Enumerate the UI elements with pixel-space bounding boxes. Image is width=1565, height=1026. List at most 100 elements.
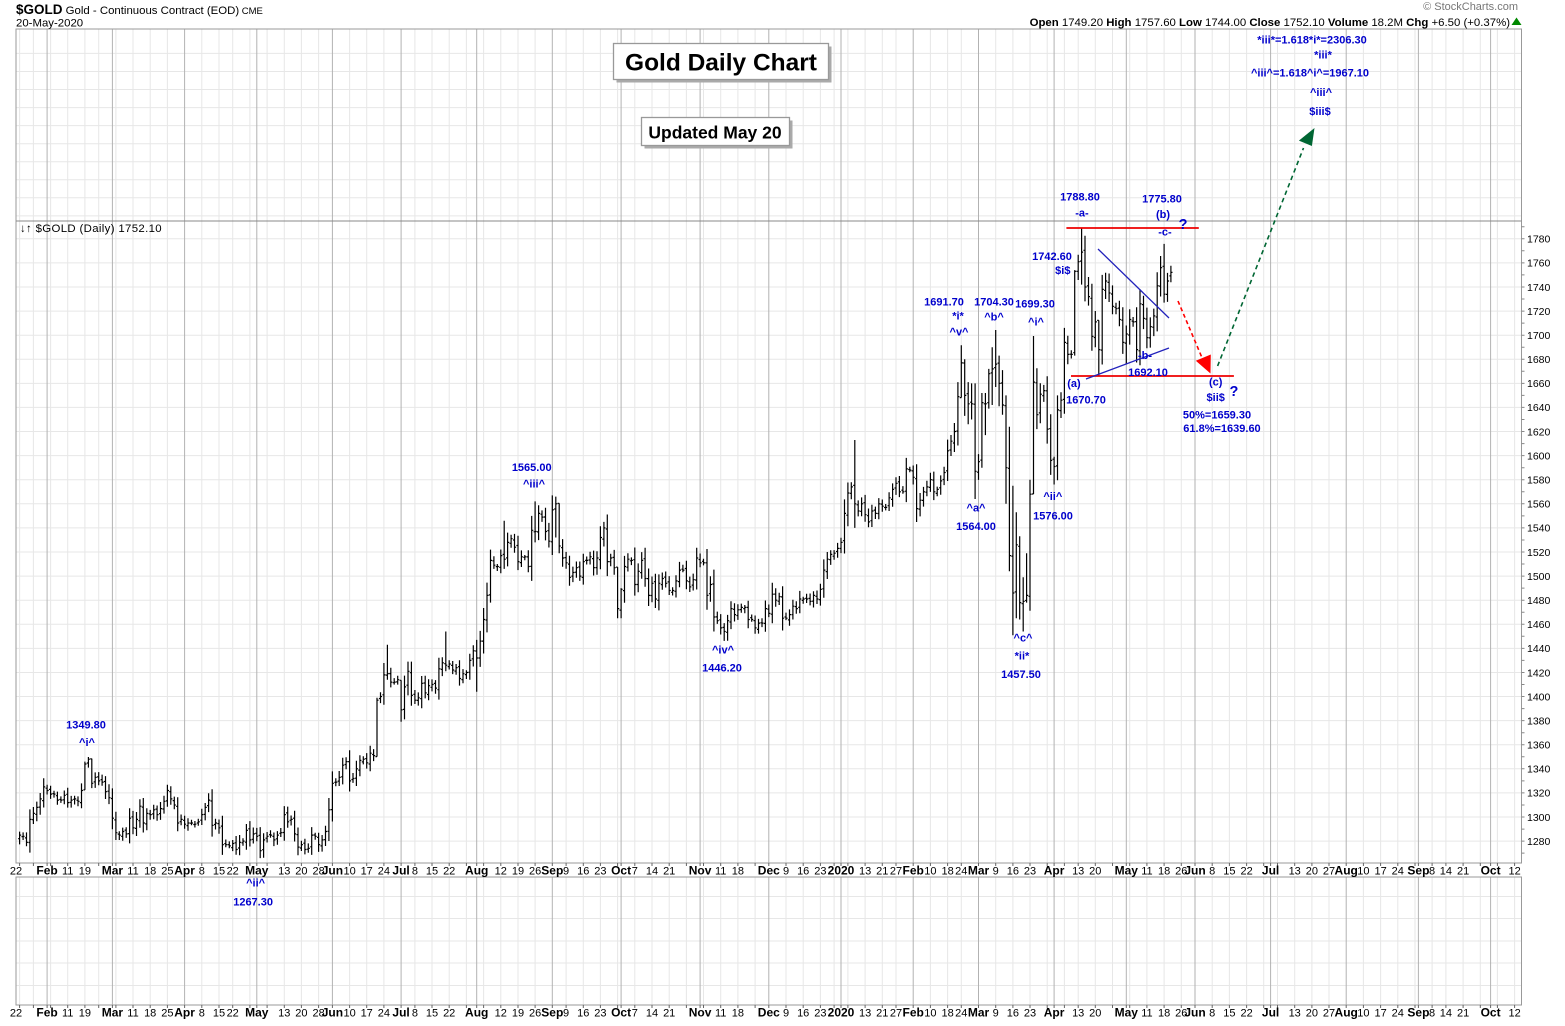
svg-text:22: 22 [10, 1008, 22, 1020]
svg-text:^v^: ^v^ [950, 327, 970, 339]
svg-text:1349.80: 1349.80 [66, 720, 106, 732]
svg-text:-c-: -c- [1158, 227, 1172, 239]
svg-text:21: 21 [663, 866, 675, 878]
svg-text:9: 9 [993, 1008, 999, 1020]
svg-text:8: 8 [1429, 866, 1435, 878]
svg-text:24: 24 [955, 866, 967, 878]
svg-text:17: 17 [361, 1008, 373, 1020]
svg-text:1560: 1560 [1527, 499, 1551, 511]
svg-text:13: 13 [859, 866, 871, 878]
svg-text:7: 7 [632, 866, 638, 878]
svg-text:1699.30: 1699.30 [1015, 299, 1055, 311]
svg-text:13: 13 [1072, 866, 1084, 878]
svg-text:1620: 1620 [1527, 426, 1551, 438]
svg-text:21: 21 [1457, 866, 1469, 878]
svg-text:25: 25 [161, 1008, 173, 1020]
svg-text:11: 11 [127, 866, 138, 878]
svg-text:*i*: *i* [952, 311, 964, 323]
svg-text:1500: 1500 [1527, 571, 1551, 583]
svg-text:11: 11 [715, 866, 726, 878]
svg-text:24: 24 [1392, 866, 1404, 878]
svg-text:11: 11 [1141, 866, 1152, 878]
svg-text:Dec: Dec [758, 864, 780, 878]
svg-text:26: 26 [529, 1008, 541, 1020]
svg-text:1600: 1600 [1527, 450, 1551, 462]
svg-text:8: 8 [412, 866, 418, 878]
svg-text:22: 22 [443, 866, 455, 878]
svg-text:16: 16 [1007, 1008, 1019, 1020]
svg-text:18: 18 [1158, 866, 1170, 878]
svg-text:Sep: Sep [541, 1006, 563, 1020]
svg-text:Apr: Apr [1044, 864, 1065, 878]
svg-text:Jun: Jun [1184, 1006, 1205, 1020]
svg-text:11: 11 [62, 866, 73, 878]
svg-text:Jun: Jun [1184, 864, 1205, 878]
svg-text:23: 23 [1024, 1008, 1036, 1020]
svg-text:-b-: -b- [1138, 350, 1152, 362]
svg-text:Jun: Jun [322, 864, 343, 878]
svg-text:23: 23 [594, 1008, 606, 1020]
svg-text:19: 19 [79, 866, 91, 878]
svg-text:Feb: Feb [903, 1006, 924, 1020]
svg-text:15: 15 [426, 866, 438, 878]
svg-text:(c): (c) [1209, 377, 1223, 389]
svg-text:Jul: Jul [1262, 1006, 1279, 1020]
svg-text:Sep: Sep [1407, 1006, 1429, 1020]
svg-text:1400: 1400 [1527, 691, 1551, 703]
svg-text:Feb: Feb [36, 864, 57, 878]
svg-text:8: 8 [1429, 1008, 1435, 1020]
svg-text:27: 27 [890, 866, 902, 878]
svg-text:16: 16 [797, 1008, 809, 1020]
svg-text:23: 23 [1024, 866, 1036, 878]
svg-text:13: 13 [859, 1008, 871, 1020]
svg-text:Nov: Nov [689, 864, 712, 878]
svg-text:8: 8 [412, 1008, 418, 1020]
svg-text:1280: 1280 [1527, 836, 1551, 848]
svg-text:1576.00: 1576.00 [1033, 511, 1073, 523]
svg-text:18: 18 [941, 1008, 953, 1020]
svg-text:Open 1749.20 High 1757.60 Low: Open 1749.20 High 1757.60 Low 1744.00 Cl… [1030, 17, 1511, 29]
svg-text:8: 8 [199, 866, 205, 878]
svg-text:16: 16 [797, 866, 809, 878]
svg-text:11: 11 [715, 1008, 726, 1020]
svg-text:(a): (a) [1067, 378, 1081, 390]
svg-text:^i^: ^i^ [1028, 317, 1044, 329]
svg-text:14: 14 [1440, 866, 1452, 878]
svg-text:Sep: Sep [541, 864, 563, 878]
svg-text:May: May [245, 1006, 269, 1020]
svg-text:$GOLD Gold - Continuous Contra: $GOLD Gold - Continuous Contract (EOD) C… [16, 2, 263, 17]
svg-text:Gold Daily Chart: Gold Daily Chart [625, 50, 817, 77]
svg-text:13: 13 [1072, 1008, 1084, 1020]
svg-text:Updated May 20: Updated May 20 [648, 123, 781, 143]
svg-text:Oct: Oct [1481, 864, 1501, 878]
svg-text:10: 10 [343, 1008, 355, 1020]
svg-text:1780: 1780 [1527, 234, 1551, 246]
svg-text:7: 7 [632, 1008, 638, 1020]
svg-text:1704.30: 1704.30 [974, 297, 1014, 309]
svg-text:13: 13 [1289, 866, 1301, 878]
svg-text:1564.00: 1564.00 [956, 521, 996, 533]
svg-text:1480: 1480 [1527, 595, 1551, 607]
svg-text:27: 27 [1323, 866, 1335, 878]
svg-text:1420: 1420 [1527, 667, 1551, 679]
svg-text:13: 13 [278, 1008, 290, 1020]
svg-text:16: 16 [1007, 866, 1019, 878]
svg-text:1380: 1380 [1527, 715, 1551, 727]
svg-text:1740: 1740 [1527, 282, 1551, 294]
svg-text:17: 17 [1374, 866, 1386, 878]
svg-text:10: 10 [1357, 866, 1369, 878]
svg-text:24: 24 [955, 1008, 967, 1020]
svg-text:Jun: Jun [322, 1006, 343, 1020]
svg-text:26: 26 [1175, 1008, 1187, 1020]
svg-text:20: 20 [295, 866, 307, 878]
svg-text:1680: 1680 [1527, 354, 1551, 366]
svg-text:Aug: Aug [1335, 864, 1358, 878]
svg-text:14: 14 [646, 1008, 658, 1020]
svg-text:1700: 1700 [1527, 330, 1551, 342]
svg-text:21: 21 [1457, 1008, 1469, 1020]
svg-text:50%=1659.30: 50%=1659.30 [1183, 410, 1251, 422]
svg-text:1670.70: 1670.70 [1066, 395, 1106, 407]
svg-text:Oct: Oct [1481, 1006, 1501, 1020]
svg-text:1360: 1360 [1527, 740, 1551, 752]
svg-text:12: 12 [1508, 1008, 1520, 1020]
